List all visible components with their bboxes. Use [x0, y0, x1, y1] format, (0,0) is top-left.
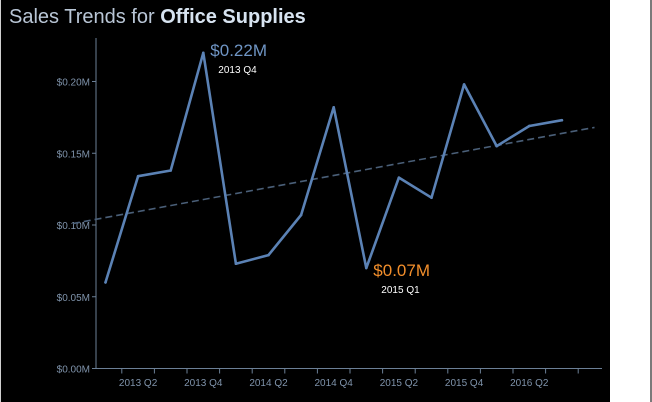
x-tick-label: 2016 Q2 — [510, 378, 549, 389]
x-tick-label: 2015 Q2 — [380, 378, 419, 389]
y-tick-label: $0.00M — [57, 365, 90, 376]
data-point — [104, 281, 107, 284]
min-annotation-period: 2015 Q1 — [381, 285, 420, 296]
data-point — [430, 196, 433, 200]
frame-right-border — [650, 0, 652, 402]
chart-title-prefix: Sales Trends for — [9, 6, 161, 28]
x-tick-label: 2013 Q2 — [119, 378, 158, 389]
chart-title-category: Office Supplies — [160, 6, 306, 28]
x-tick-label: 2015 Q4 — [445, 378, 484, 389]
max-annotation-period: 2013 Q4 — [218, 65, 257, 76]
x-tick-label: 2014 Q2 — [249, 378, 288, 389]
data-point — [202, 51, 205, 55]
chart-title: Sales Trends for Office Supplies — [9, 6, 306, 29]
y-tick-label: $0.20M — [57, 78, 90, 89]
data-point — [560, 118, 564, 122]
data-point — [332, 106, 336, 109]
data-point — [267, 253, 270, 257]
data-point — [495, 144, 499, 148]
data-point — [365, 266, 368, 270]
data-point — [462, 83, 466, 86]
min-annotation-value: $0.07M — [373, 261, 430, 280]
data-point — [299, 213, 303, 217]
max-annotation-value: $0.22M — [210, 41, 267, 60]
data-point — [136, 174, 140, 178]
data-point — [528, 124, 531, 128]
data-point — [397, 176, 401, 179]
data-point — [169, 169, 172, 172]
y-tick-label: $0.10M — [57, 221, 90, 232]
frame-left-border — [0, 0, 1, 402]
y-tick-label: $0.15M — [57, 149, 90, 160]
x-tick-label: 2013 Q4 — [184, 378, 223, 389]
data-point — [234, 262, 238, 266]
series-line-sales — [104, 51, 564, 284]
trend-line — [72, 126, 595, 225]
y-tick-label: $0.05M — [57, 293, 90, 304]
x-tick-label: 2014 Q4 — [315, 378, 354, 389]
